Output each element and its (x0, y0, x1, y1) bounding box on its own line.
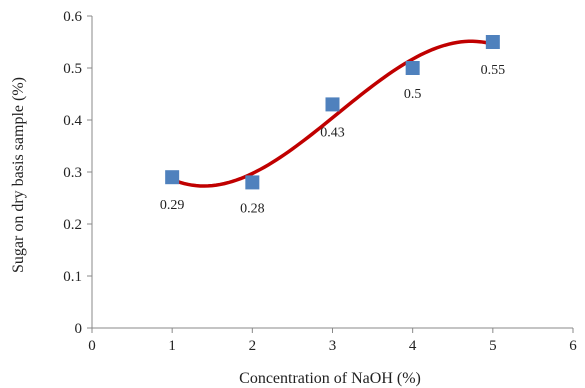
x-tick-label: 3 (329, 338, 337, 354)
data-point-marker (245, 175, 260, 190)
y-axis-title: Sugar on dry basis sample (%) (10, 77, 27, 273)
data-point-label: 0.5 (404, 87, 422, 102)
data-point-label: 0.29 (160, 198, 185, 213)
data-labels: 0.29 0.28 0.43 0.5 0.55 (160, 63, 505, 216)
data-point-label: 0.43 (320, 125, 345, 140)
data-point-marker (165, 170, 180, 185)
x-axis-title: Concentration of NaOH (%) (239, 370, 421, 387)
data-point-label: 0.28 (240, 201, 265, 216)
data-point-marker (405, 61, 420, 75)
x-tick-label: 4 (409, 338, 417, 354)
x-tick-label: 6 (569, 338, 577, 354)
y-axis-ticks: 0 0.1 0.2 0.3 0.4 0.5 0.6 (63, 9, 92, 337)
data-point-label: 0.55 (481, 63, 506, 78)
data-point-marker (485, 35, 500, 49)
y-tick-label: 0.3 (63, 165, 82, 181)
y-tick-label: 0.4 (63, 113, 82, 129)
y-tick-label: 0.6 (63, 9, 82, 25)
x-axis-ticks: 0 1 2 3 4 5 6 (88, 328, 577, 354)
y-tick-label: 0 (75, 321, 83, 337)
y-tick-label: 0.5 (63, 61, 82, 77)
x-tick-label: 0 (88, 338, 96, 354)
y-tick-label: 0.2 (63, 217, 82, 233)
polynomial-trendline (170, 39, 495, 188)
data-point-marker (325, 97, 340, 112)
y-tick-label: 0.1 (63, 269, 82, 285)
data-points (165, 35, 500, 190)
x-tick-label: 5 (489, 338, 497, 354)
x-tick-label: 2 (249, 338, 257, 354)
x-tick-label: 1 (168, 338, 176, 354)
